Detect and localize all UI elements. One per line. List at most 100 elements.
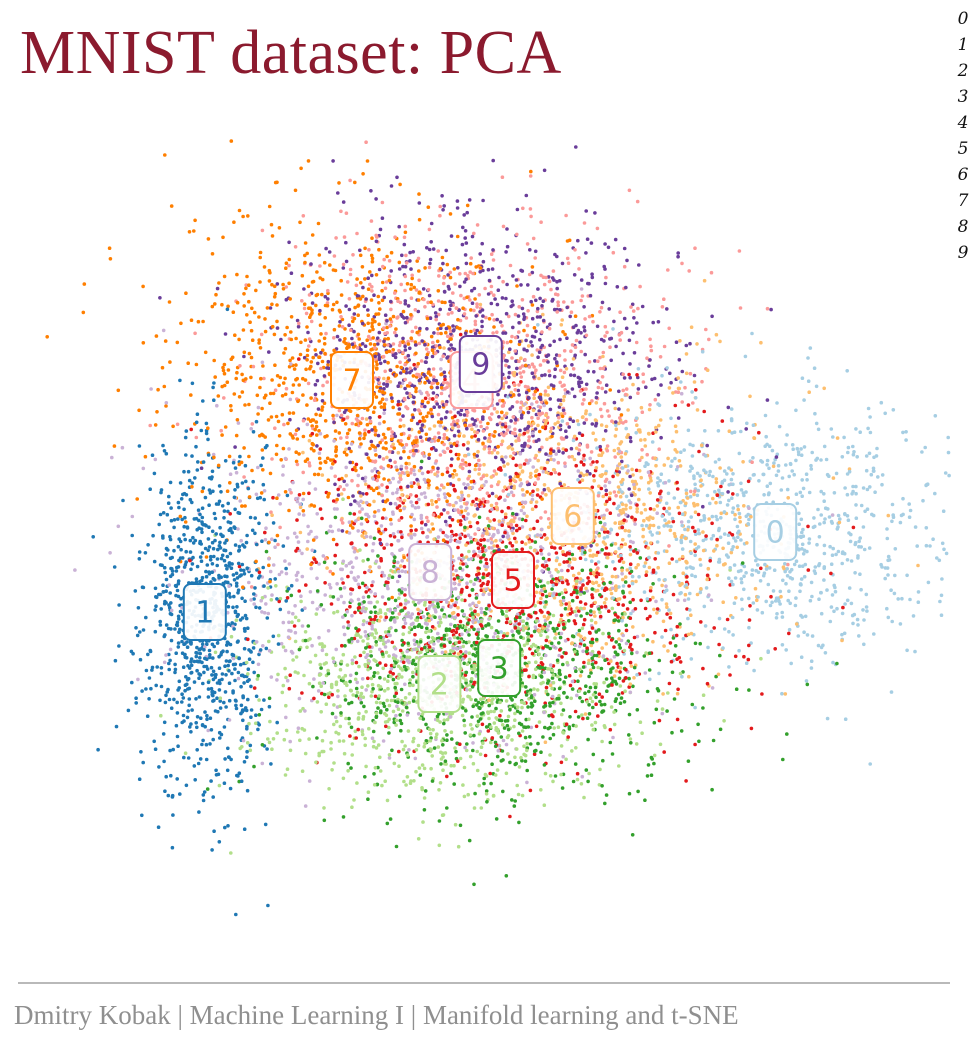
- scatter-point: [363, 428, 367, 432]
- scatter-point: [450, 737, 454, 741]
- scatter-point: [178, 481, 183, 485]
- scatter-point: [560, 712, 564, 717]
- scatter-point: [442, 492, 447, 496]
- scatter-point: [228, 481, 232, 485]
- scatter-point: [602, 536, 607, 540]
- scatter-point: [243, 403, 247, 407]
- scatter-point: [628, 660, 633, 665]
- scatter-point: [520, 298, 525, 302]
- scatter-point: [318, 413, 323, 418]
- scatter-point: [854, 503, 858, 507]
- scatter-point: [514, 278, 519, 282]
- scatter-point: [384, 724, 388, 729]
- scatter-point: [209, 779, 213, 783]
- scatter-point: [501, 789, 505, 794]
- scatter-point: [628, 395, 633, 400]
- scatter-point: [490, 312, 494, 317]
- scatter-point: [473, 467, 478, 472]
- scatter-point: [379, 709, 383, 713]
- scatter-point: [392, 694, 397, 699]
- scatter-point: [245, 741, 250, 745]
- scatter-point: [260, 610, 264, 614]
- scatter-point: [267, 204, 272, 209]
- scatter-point: [473, 331, 478, 336]
- scatter-point: [574, 669, 578, 673]
- scatter-point: [368, 329, 372, 333]
- scatter-point: [366, 594, 371, 599]
- scatter-point: [281, 544, 286, 548]
- scatter-point: [739, 481, 743, 486]
- scatter-point: [169, 506, 173, 510]
- scatter-point: [802, 398, 806, 402]
- scatter-point: [858, 536, 862, 540]
- scatter-point: [585, 646, 589, 650]
- scatter-point: [368, 419, 373, 424]
- scatter-point: [420, 404, 424, 409]
- scatter-point: [229, 566, 234, 570]
- scatter-point: [376, 554, 380, 558]
- scatter-point: [285, 767, 290, 771]
- scatter-point: [773, 647, 777, 651]
- scatter-point: [492, 293, 496, 297]
- scatter-point: [378, 755, 382, 760]
- scatter-point: [188, 497, 193, 502]
- scatter-point: [522, 701, 526, 706]
- scatter-point: [520, 269, 525, 273]
- scatter-point: [422, 477, 427, 482]
- scatter-point: [390, 399, 395, 404]
- scatter-point: [562, 349, 567, 353]
- scatter-point: [469, 308, 473, 312]
- scatter-point: [116, 524, 121, 529]
- scatter-point: [262, 265, 267, 269]
- scatter-point: [840, 611, 845, 616]
- scatter-point: [411, 600, 416, 604]
- scatter-point: [446, 339, 451, 344]
- scatter-point: [448, 329, 453, 333]
- scatter-point: [254, 419, 259, 424]
- scatter-point: [456, 844, 461, 849]
- scatter-point: [386, 336, 391, 341]
- scatter-point: [470, 435, 474, 439]
- scatter-point: [528, 248, 532, 252]
- scatter-point: [376, 294, 381, 299]
- scatter-point: [647, 407, 652, 412]
- scatter-point: [302, 355, 307, 360]
- scatter-point: [595, 391, 599, 395]
- scatter-point: [242, 350, 247, 355]
- scatter-point: [633, 492, 637, 497]
- scatter-point: [409, 500, 413, 504]
- scatter-point: [695, 493, 700, 498]
- scatter-point: [428, 261, 432, 266]
- scatter-point: [277, 226, 282, 230]
- scatter-point: [635, 510, 639, 514]
- scatter-point: [533, 481, 538, 485]
- scatter-point: [402, 618, 407, 622]
- scatter-point: [731, 492, 735, 496]
- scatter-point: [684, 779, 688, 783]
- scatter-point: [537, 437, 541, 442]
- scatter-point: [380, 493, 385, 498]
- scatter-point: [417, 217, 422, 222]
- scatter-point: [339, 315, 343, 319]
- scatter-point: [399, 687, 404, 692]
- scatter-point: [685, 607, 689, 611]
- scatter-point: [378, 227, 383, 232]
- scatter-point: [784, 463, 788, 467]
- scatter-point: [391, 405, 396, 410]
- scatter-point: [775, 612, 779, 616]
- scatter-point: [670, 557, 674, 561]
- scatter-point: [535, 348, 540, 352]
- scatter-point: [527, 660, 531, 665]
- scatter-point: [408, 678, 412, 682]
- scatter-point: [322, 692, 327, 697]
- scatter-point: [707, 337, 711, 342]
- scatter-point: [353, 305, 357, 310]
- scatter-point: [439, 762, 443, 766]
- scatter-point: [413, 340, 418, 344]
- scatter-point: [209, 728, 214, 732]
- scatter-point: [489, 625, 494, 630]
- scatter-point: [537, 472, 541, 477]
- scatter-point: [180, 517, 184, 522]
- scatter-point: [245, 788, 250, 793]
- scatter-point: [591, 431, 595, 436]
